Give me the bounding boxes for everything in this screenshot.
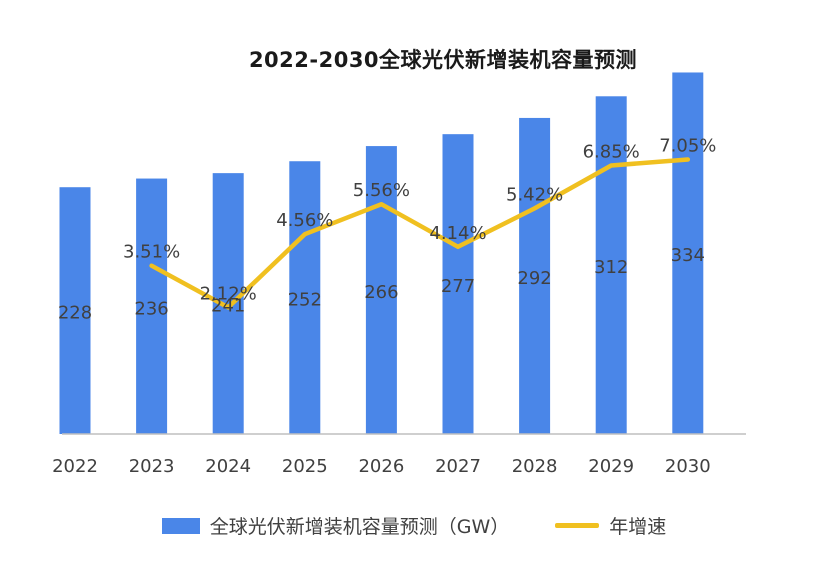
bar-2022	[59, 187, 91, 434]
growth-label-2027: 4.14%	[429, 223, 486, 244]
x-tick-2026: 2026	[358, 456, 404, 477]
growth-label-2026: 5.56%	[353, 180, 410, 201]
x-tick-2025: 2025	[282, 456, 328, 477]
x-tick-2027: 2027	[435, 456, 481, 477]
growth-label-2023: 3.51%	[123, 242, 180, 263]
bar-label-2026: 266	[364, 282, 398, 303]
growth-label-2025: 4.56%	[276, 210, 333, 231]
bar-label-2022: 228	[58, 303, 92, 324]
chart-title: 2022-2030全球光伏新增装机容量预测	[248, 48, 638, 72]
bar-2029	[595, 96, 627, 435]
bar-label-2029: 312	[594, 257, 628, 278]
bar-label-2023: 236	[134, 298, 168, 319]
bar-2027	[442, 134, 474, 434]
bar-2026	[365, 146, 397, 435]
growth-rate-line	[149, 157, 691, 310]
legend-bar-swatch	[161, 517, 200, 534]
bar-2023	[136, 178, 168, 434]
bar-2030	[672, 72, 704, 434]
bar-value-labels: 228 236 241 252 266 277 292 312 334	[58, 245, 705, 323]
legend-line-swatch	[555, 523, 600, 528]
legend-label-capacity: 全球光伏新增装机容量预测（GW）	[209, 516, 510, 538]
bar-label-2030: 334	[671, 245, 705, 266]
bar-label-2027: 277	[441, 276, 475, 297]
bar-label-2024: 241	[211, 296, 245, 317]
growth-rate-labels: 3.51% 2.12% 4.56% 5.56% 4.14% 5.42% 6.85% 7.05%	[123, 136, 716, 305]
bar-label-2028: 292	[517, 268, 551, 289]
bar-2028	[519, 117, 551, 434]
x-tick-2030: 2030	[665, 456, 711, 477]
growth-label-2024: 2.12%	[200, 283, 257, 304]
legend: 全球光伏新增装机容量预测（GW） 年增速	[0, 512, 828, 539]
growth-label-2029: 6.85%	[583, 142, 640, 163]
legend-label-growth: 年增速	[609, 516, 667, 538]
legend-item-capacity: 全球光伏新增装机容量预测（GW）	[161, 512, 510, 539]
x-tick-labels: 2022 2023 2024 2025 2026 2027 2028 2029 2030	[52, 456, 711, 477]
growth-label-2028: 5.42%	[506, 184, 563, 205]
bar-label-2025: 252	[288, 290, 322, 311]
x-tick-2028: 2028	[512, 456, 558, 477]
x-tick-2022: 2022	[52, 456, 98, 477]
x-tick-2023: 2023	[129, 456, 175, 477]
growth-label-2030: 7.05%	[659, 136, 716, 157]
bar-group	[59, 72, 704, 435]
x-tick-2029: 2029	[588, 456, 634, 477]
x-tick-2024: 2024	[205, 456, 251, 477]
bar-2025	[289, 161, 321, 434]
legend-item-growth: 年增速	[555, 512, 666, 539]
